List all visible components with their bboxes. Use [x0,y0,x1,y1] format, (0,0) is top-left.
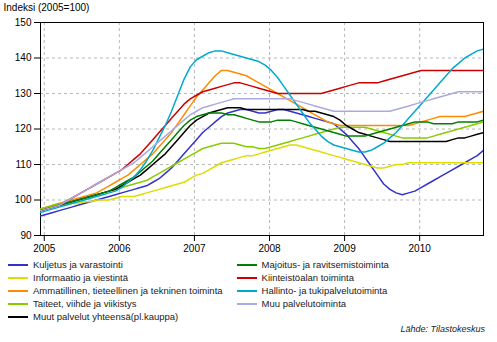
html-text:Muut palvelut yhteensä(pl.kaup: Muut palvelut yhteensä(pl.kauppa) [33,311,179,322]
svg-text:140: 140 [15,52,32,63]
html-text:Majoitus- ja ravitsemistoimint: Majoitus- ja ravitsemistoiminta [261,259,389,270]
svg-text:2008: 2008 [258,243,281,254]
html-text:Muu palvelutoiminta: Muu palvelutoiminta [261,298,347,309]
svg-text:130: 130 [15,88,32,99]
svg-text:90: 90 [20,230,32,241]
html-text:Kiinteistöalan toiminta: Kiinteistöalan toiminta [261,272,354,283]
svg-text:2006: 2006 [108,243,131,254]
svg-text:2010: 2010 [409,243,432,254]
svg-text:110: 110 [16,159,32,170]
svg-text:100: 100 [15,194,32,205]
html-text:Informaatio ja viestintä: Informaatio ja viestintä [33,272,128,283]
svg-text:120: 120 [15,123,32,134]
svg-text:2005: 2005 [33,243,56,254]
svg-text:2009: 2009 [333,243,356,254]
html-text:Ammatillinen, tieteellinen ja: Ammatillinen, tieteellinen ja tekninen t… [33,285,223,296]
html-text:Lähde: Tilastokeskus: Lähde: Tilastokeskus [400,324,485,334]
html-text:Hallinto- ja tukipalvelutoimin: Hallinto- ja tukipalvelutoiminta [261,285,388,296]
svg-text:Indeksi (2005=100): Indeksi (2005=100) [4,2,90,13]
html-text:Taiteet, viihde ja viikistys: Taiteet, viihde ja viikistys [33,298,137,309]
svg-text:150: 150 [15,17,32,28]
html-text:Kuljetus ja varastointi: Kuljetus ja varastointi [33,259,123,270]
svg-text:2007: 2007 [183,243,206,254]
